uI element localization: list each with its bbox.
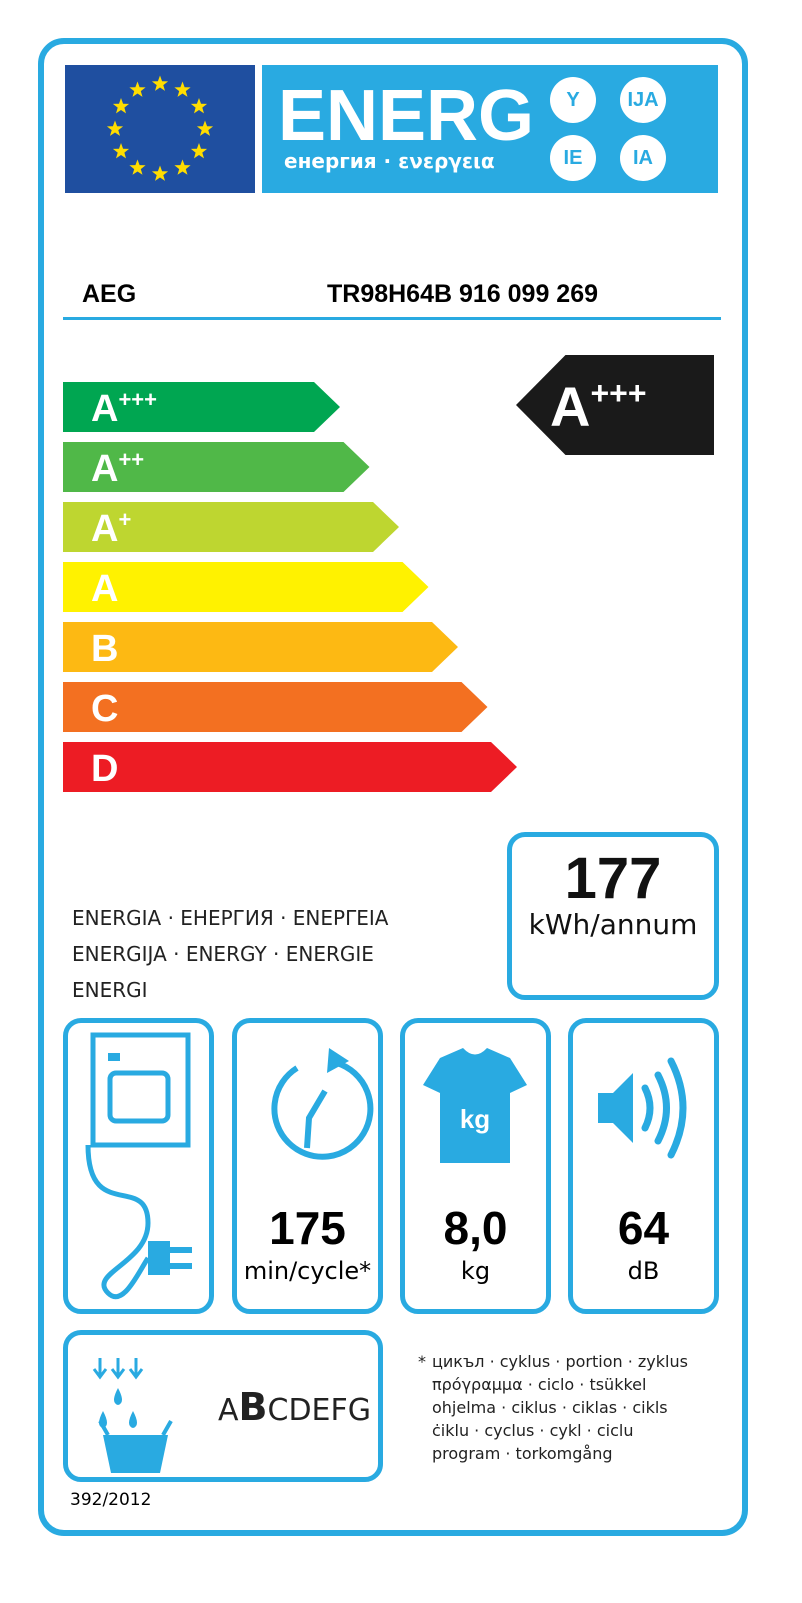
footnote: * цикъл · cyklus · portion · zyklus πρόγ…	[418, 1350, 688, 1465]
model-id: TR98H64B 916 099 269	[327, 280, 599, 308]
scale-a: A	[218, 1393, 239, 1428]
divider	[63, 317, 721, 320]
dryer-plug-icon	[85, 1032, 192, 1299]
star-icon	[174, 159, 191, 175]
footnote-star: *	[418, 1352, 426, 1371]
footnote-line: ohjelma · ciklus · ciklas · cikls	[432, 1398, 668, 1417]
efficiency-bar-2: A+	[63, 502, 399, 552]
eu-stars-icon	[106, 75, 214, 181]
suffix-y: Y	[550, 77, 596, 123]
energy-lang-line: ENERGI	[72, 978, 148, 1002]
tshirt-icon: kg	[423, 1048, 527, 1163]
clock-icon	[271, 1048, 374, 1160]
efficiency-bar-6: D	[63, 742, 517, 792]
bar-letter: A	[91, 388, 119, 430]
suffix-ia: IA	[620, 135, 666, 181]
bar-letter: C	[91, 688, 119, 730]
efficiency-bar-5: C	[63, 682, 488, 732]
energy-label-text: ENERGIA · ЕНЕРГИЯ · ΕΝΕΡΓΕΙΑ ENERGIJA · …	[72, 900, 388, 1008]
energy-value: 177	[564, 846, 662, 911]
footnote-line: program · torkomgång	[432, 1444, 613, 1463]
efficiency-bar-1: A++	[63, 442, 370, 492]
energy-consumption-box: 177 kWh/annum	[507, 832, 719, 1000]
rating-letter: A	[550, 375, 591, 438]
star-icon	[112, 98, 130, 114]
header-title: ENERG	[278, 76, 535, 156]
footnote-line: цикъл · cyklus · portion · zyklus	[432, 1352, 688, 1371]
noise-value: 64	[617, 1202, 670, 1254]
star-icon	[112, 143, 130, 159]
efficiency-bar-0: A+++	[63, 382, 340, 432]
noise-box: 64 dB	[568, 1018, 719, 1314]
bar-letter: A	[91, 508, 119, 550]
star-icon	[106, 120, 124, 136]
energy-lang-line: ENERGIA · ЕНЕРГИЯ · ΕΝΕΡΓΕΙΑ	[72, 906, 389, 930]
bar-letter: A	[91, 448, 119, 490]
star-icon	[151, 165, 169, 181]
rating-plus: +++	[590, 375, 647, 411]
supplier-name: AEG	[82, 280, 137, 308]
efficiency-bar-4: B	[63, 622, 458, 672]
star-icon	[196, 120, 214, 136]
energy-lang-line: ENERGIJA · ENERGY · ENERGIE	[72, 942, 374, 966]
header-subtitle: енергия · ενεργεια	[284, 149, 495, 173]
tumble-dryer-box	[63, 1018, 214, 1314]
suffix-ija: IJA	[620, 77, 666, 123]
star-icon	[151, 75, 169, 91]
label-frame	[38, 38, 748, 1536]
capacity-unit: kg	[460, 1257, 491, 1285]
suffix-ie: IE	[550, 135, 596, 181]
condensation-scale: ABCDEFG	[218, 1385, 371, 1429]
eu-flag	[65, 65, 255, 193]
cycle-unit: min/cycle*	[243, 1257, 372, 1285]
regulation-number: 392/2012	[70, 1490, 152, 1510]
footnote-line: πρόγραμμα · ciclo · tsükkel	[432, 1375, 647, 1394]
star-icon	[190, 143, 208, 159]
condensation-icon	[92, 1358, 173, 1473]
star-icon	[129, 81, 146, 97]
bar-letter: A	[91, 568, 119, 610]
bar-plus: +++	[118, 387, 157, 412]
bar-plus: ++	[118, 447, 145, 472]
condensation-class: B	[238, 1385, 268, 1429]
star-icon	[190, 98, 208, 114]
tshirt-kg-text: kg	[460, 1104, 490, 1134]
star-icon	[174, 81, 191, 97]
bar-letter: D	[91, 748, 119, 790]
footnote-line: ċiklu · cyclus · cykl · ciclu	[432, 1421, 634, 1440]
cycle-time-box: 175 min/cycle*	[232, 1018, 383, 1314]
capacity-value: 8,0	[443, 1202, 508, 1254]
condensation-box: ABCDEFG	[63, 1330, 383, 1482]
capacity-box: kg 8,0 kg	[400, 1018, 551, 1314]
energy-header: ENERG енергия · ενεργεια Y IJA IE IA	[262, 65, 718, 193]
noise-unit: dB	[627, 1257, 660, 1285]
speaker-icon	[598, 1057, 687, 1159]
energy-unit: kWh/annum	[528, 908, 698, 941]
star-icon	[129, 159, 146, 175]
bar-plus: +	[118, 507, 132, 532]
scale-rest: CDEFG	[267, 1393, 372, 1428]
bar-letter: B	[91, 628, 119, 670]
efficiency-bar-3: A	[63, 562, 429, 612]
cycle-value: 175	[269, 1202, 346, 1254]
